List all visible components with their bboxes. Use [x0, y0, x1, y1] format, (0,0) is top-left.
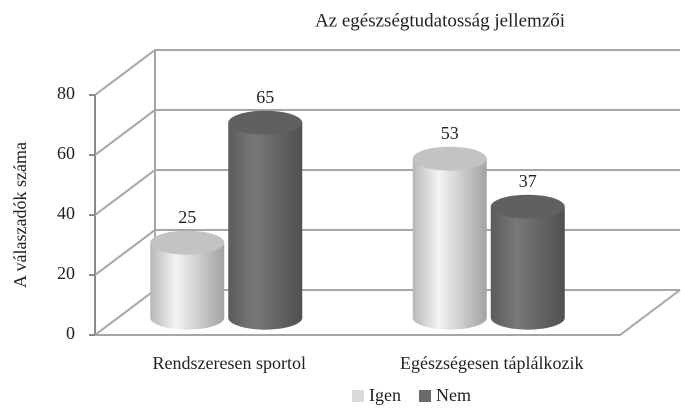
grid-line: [94, 169, 680, 216]
cylinder-top: [228, 110, 303, 135]
cylinder-body: [150, 242, 225, 330]
cylinder-body: [490, 206, 565, 330]
legend-label: Igen: [369, 385, 401, 405]
floor-edge: [95, 289, 681, 336]
value-label: 37: [519, 171, 537, 191]
y-tick-label: 0: [66, 323, 75, 343]
x-tick-label: Egészségesen táplálkozik: [400, 353, 583, 373]
grid-line: [94, 49, 680, 96]
value-label: 53: [441, 123, 459, 143]
value-label: 65: [256, 87, 274, 107]
value-label: 25: [178, 207, 196, 227]
cylinder-top: [150, 230, 225, 255]
y-tick-label: 60: [57, 143, 75, 163]
chart-title: Az egészségtudatosság jellemzői: [315, 10, 565, 31]
cylinder-body: [228, 122, 303, 330]
bar: [150, 230, 225, 330]
y-tick-label: 40: [57, 203, 75, 223]
y-tick-label: 80: [57, 83, 75, 103]
y-axis-label: A válaszadók száma: [10, 142, 30, 288]
x-tick-label: Rendszeresen sportol: [153, 353, 306, 373]
cylinder-top: [412, 146, 487, 171]
y-tick-label: 20: [57, 263, 75, 283]
legend-swatch: [418, 390, 431, 402]
bar: [412, 146, 487, 330]
cylinder-top: [490, 194, 565, 219]
grid-line: [94, 109, 680, 156]
bar: [490, 194, 565, 330]
legend-label: Nem: [436, 385, 471, 405]
cylinder-body: [412, 158, 487, 330]
legend-swatch: [352, 390, 364, 402]
bar: [228, 110, 303, 330]
